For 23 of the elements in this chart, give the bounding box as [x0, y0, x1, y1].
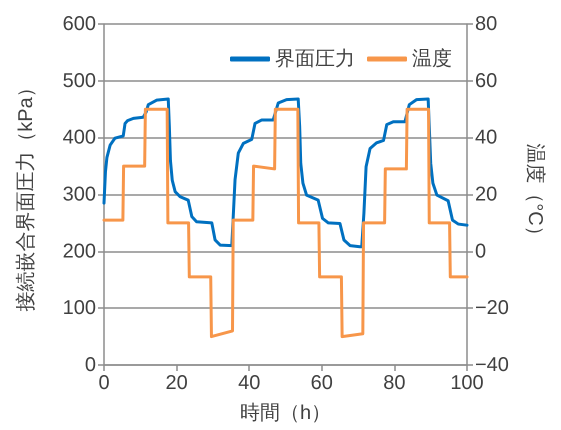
x-tick-label: 60	[310, 372, 333, 394]
y2-tick-label: −20	[475, 297, 509, 320]
legend-label: 界面圧力	[275, 48, 355, 70]
y2-tick-label: 60	[475, 70, 498, 92]
y-tick-label: 100	[62, 297, 96, 320]
y2-tick-label: 0	[475, 240, 486, 262]
y-tick-label: 600	[62, 13, 96, 35]
x-tick-label: 0	[98, 372, 110, 394]
y-tick-label: 500	[62, 70, 96, 92]
y-tick-label: 400	[62, 126, 96, 149]
x-axis-title: 時間（h）	[240, 402, 332, 424]
x-tick-label: 40	[238, 372, 260, 394]
legend-label: 温度	[412, 48, 452, 70]
y2-tick-label: 20	[475, 184, 498, 206]
y2-tick-label: 80	[475, 13, 498, 35]
y-tick-label: 300	[62, 184, 96, 206]
y-tick-label: 0	[84, 354, 96, 376]
y2-tick-label: 40	[475, 126, 498, 149]
y2-axis-title: 温度（°C）	[524, 143, 546, 246]
y-tick-label: 200	[62, 240, 96, 262]
x-tick-label: 80	[383, 372, 406, 394]
x-tick-label: 20	[165, 372, 188, 394]
y-axis-title: 接続嵌合界面圧力（kPa）	[15, 77, 37, 312]
